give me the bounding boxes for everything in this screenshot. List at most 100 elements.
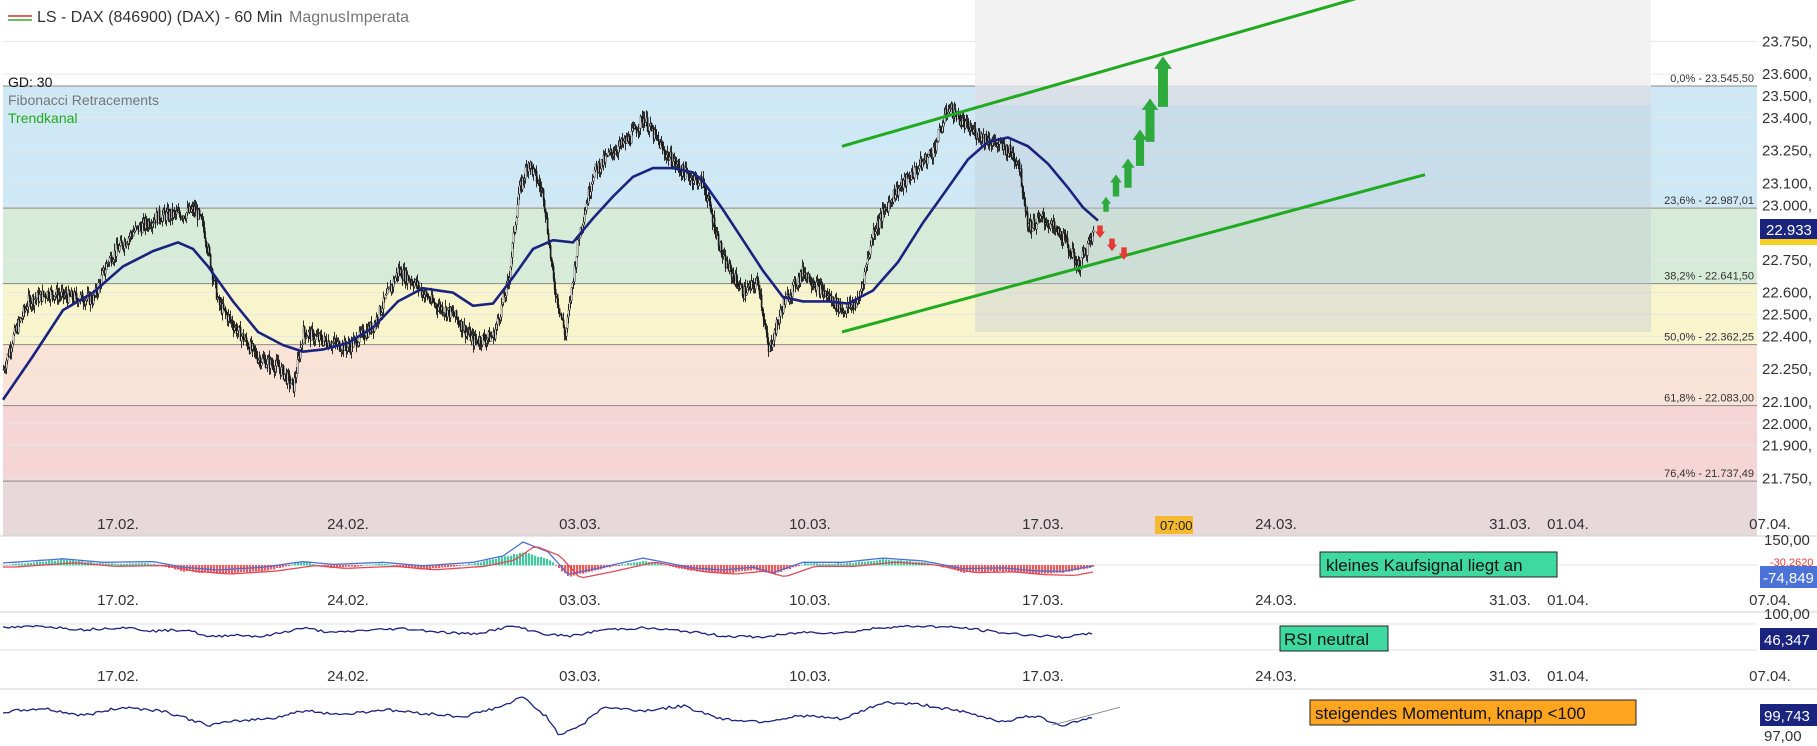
down-arrow-icon xyxy=(1095,225,1105,238)
candle-body xyxy=(741,284,744,296)
macd-bar xyxy=(378,563,381,566)
macd-bar xyxy=(846,562,849,566)
macd-bar xyxy=(351,565,354,567)
macd-bar xyxy=(858,561,861,566)
up-arrow-icon xyxy=(1110,174,1122,197)
macd-bar xyxy=(840,563,843,566)
candle-body xyxy=(73,291,76,302)
macd-bar xyxy=(183,565,186,572)
candle-body xyxy=(295,373,298,378)
macd-bar xyxy=(390,564,393,566)
candle-body xyxy=(913,167,916,179)
momentum-panel[interactable]: 99,743 97,00 steigendes Momentum, knapp … xyxy=(0,688,1817,745)
macd-bar xyxy=(111,563,114,566)
macd-bar xyxy=(627,563,630,566)
candle-body xyxy=(33,299,36,306)
fib-level-label: 23,6% - 22.987,01 xyxy=(1664,195,1754,207)
macd-bar xyxy=(66,559,69,566)
fib-level-label: 61,8% - 22.083,00 xyxy=(1664,393,1754,405)
macd-bar xyxy=(666,564,669,566)
candle-body xyxy=(1012,152,1015,161)
candle-body xyxy=(205,241,208,250)
candle-body xyxy=(908,176,911,180)
candle-body xyxy=(746,287,749,294)
candle-body xyxy=(927,154,930,158)
candle-body xyxy=(937,129,940,142)
candle-body xyxy=(208,247,211,255)
macd-bar xyxy=(765,565,768,573)
candle-body xyxy=(654,129,657,135)
candle-body xyxy=(272,365,275,370)
date-tick-label: 24.02. xyxy=(327,516,369,533)
macd-bar xyxy=(1059,565,1062,573)
candle-body xyxy=(585,203,588,211)
price-tick-label: 23.000, xyxy=(1762,197,1812,214)
macd-bar xyxy=(843,563,846,566)
trend-channel-lower-line[interactable] xyxy=(841,173,1426,334)
candle-body xyxy=(293,377,296,392)
macd-bar xyxy=(447,565,450,568)
candle-body xyxy=(514,224,517,233)
candle-body xyxy=(104,269,107,274)
candle-body xyxy=(689,177,692,181)
candle-body xyxy=(511,242,514,258)
trend-channel-upper-line[interactable] xyxy=(841,0,1420,148)
macd-bar xyxy=(621,564,624,566)
candle-body xyxy=(202,220,205,228)
macd-bar xyxy=(51,560,54,566)
candle-body xyxy=(717,233,720,247)
candle-body xyxy=(242,333,245,342)
macd-bar xyxy=(801,564,804,566)
candle-body xyxy=(274,365,277,372)
candle-body xyxy=(30,303,33,307)
candle-body xyxy=(584,210,587,215)
price-panel[interactable]: 24.000,23.750,23.600,23.500,23.400,23.25… xyxy=(1,0,1817,536)
candle-body xyxy=(500,304,503,318)
candle-body xyxy=(163,209,166,214)
candle-body xyxy=(65,292,68,298)
macd-bar xyxy=(282,565,285,568)
candle-body xyxy=(628,136,631,144)
candle-body xyxy=(692,180,695,184)
macd-bar xyxy=(819,563,822,566)
candle-body xyxy=(400,269,403,279)
macd-bar xyxy=(468,563,471,566)
candle-body xyxy=(130,232,133,235)
macd-bar xyxy=(816,563,819,566)
macd-bar xyxy=(831,563,834,566)
macd-bar xyxy=(876,560,879,566)
candle-body xyxy=(1026,211,1029,227)
candle-body xyxy=(943,114,946,123)
candle-body xyxy=(951,103,954,118)
price-tick-label: 22.100, xyxy=(1762,394,1812,411)
candle-body xyxy=(518,185,521,195)
candle-body xyxy=(245,337,248,343)
candle-body xyxy=(435,304,438,309)
candle-body xyxy=(735,273,738,282)
candle-body xyxy=(456,317,459,321)
candle-body xyxy=(71,291,74,300)
macd-bar xyxy=(402,565,405,567)
macd-bar xyxy=(783,565,786,571)
candle-body xyxy=(282,365,285,380)
candle-body xyxy=(716,232,719,235)
candle-body xyxy=(209,254,212,268)
rsi-panel[interactable]: 100,00 46,347 RSI neutral 17.02. 24.02. 03… xyxy=(0,606,1817,685)
macd-panel[interactable]: 150,00 -30,2620 -74,849 kleines Kaufsign… xyxy=(0,532,1817,609)
price-tick-label: 21.900, xyxy=(1762,438,1812,455)
macd-bar xyxy=(780,565,783,573)
macd-bar xyxy=(867,561,870,566)
candle-body xyxy=(476,339,479,344)
macd-bar xyxy=(426,565,429,569)
macd-bar xyxy=(492,559,495,566)
macd-bar xyxy=(63,559,66,566)
macd-bar xyxy=(948,565,951,569)
macd-bar xyxy=(660,563,663,566)
candle-body xyxy=(921,161,924,168)
date-axis: 17.02. 24.02. 03.03. 10.03. 17.03. 24.03. 31.0… xyxy=(97,516,1791,533)
macd-bar xyxy=(408,565,411,568)
candle-body xyxy=(726,260,729,269)
price-tick-label: 23.600, xyxy=(1762,66,1812,83)
macd-bar xyxy=(102,563,105,566)
